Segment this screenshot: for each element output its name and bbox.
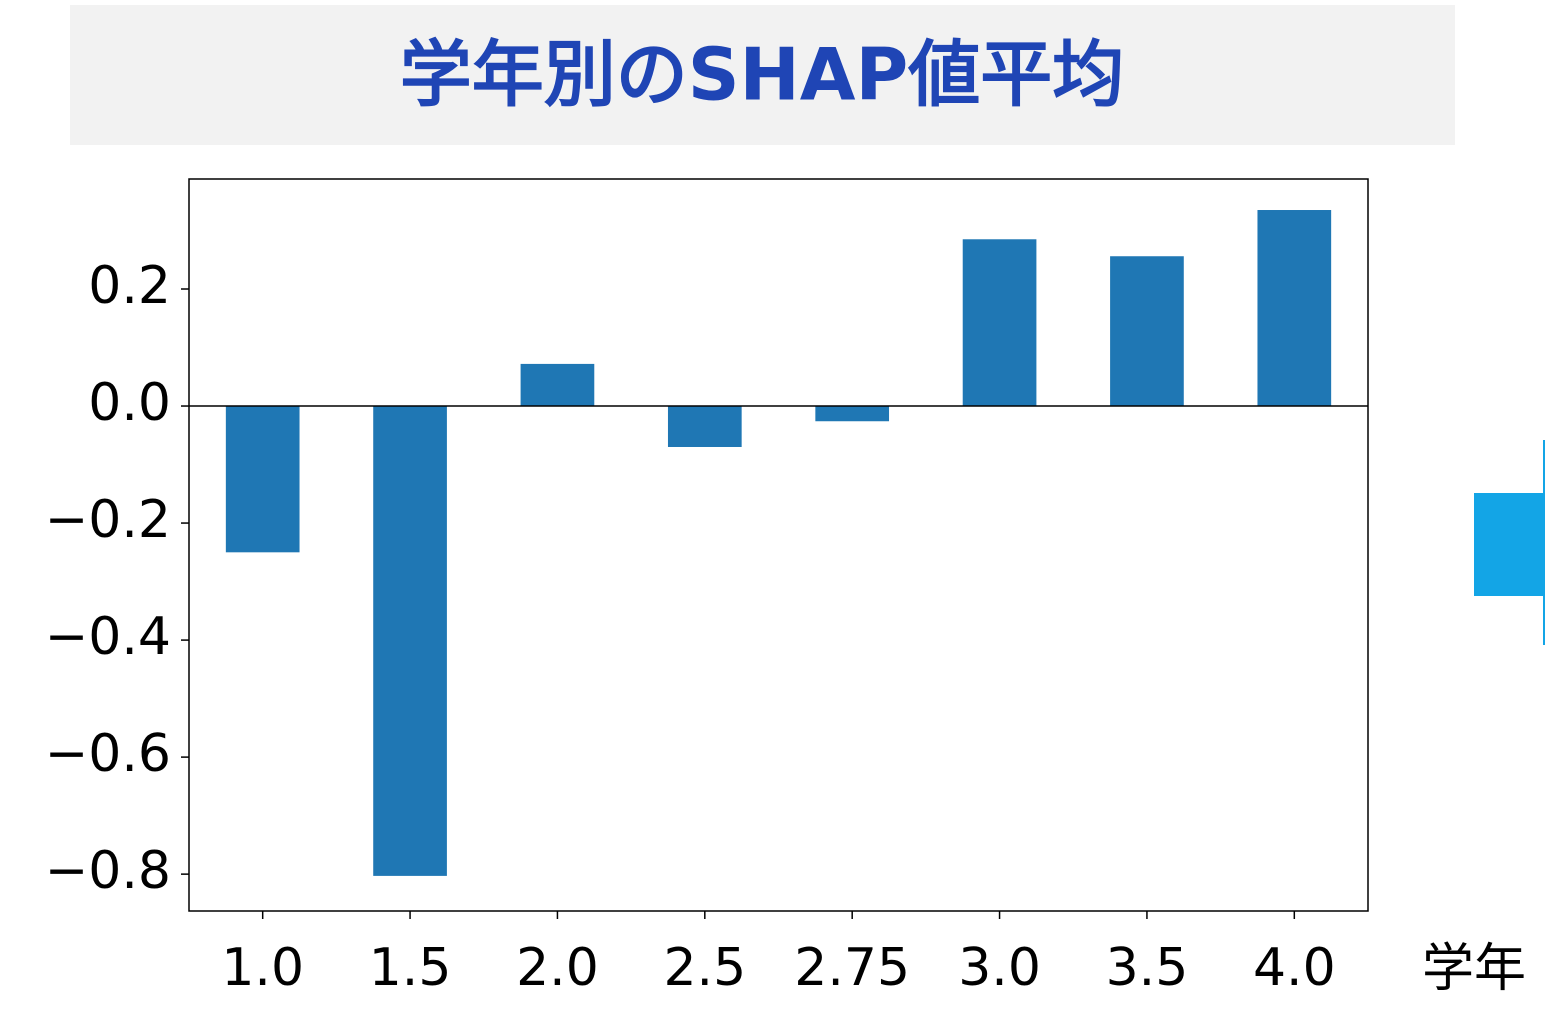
x-tick-label: 3.0 [958, 938, 1041, 998]
y-tick-label: −0.2 [45, 490, 171, 550]
x-tick-label: 4.0 [1253, 938, 1336, 998]
y-tick-label: 0.0 [88, 373, 171, 433]
plot-frame [188, 178, 1369, 912]
y-tick-label: −0.8 [45, 841, 171, 901]
bar [962, 239, 1037, 407]
x-axis-label: 学年 [1422, 939, 1526, 999]
x-tick-label: 2.0 [516, 938, 599, 998]
y-tick-label: 0.2 [88, 256, 171, 316]
bar [520, 363, 595, 407]
bar [1257, 210, 1332, 407]
chart-title: 学年別のSHAP値平均 [400, 33, 1125, 117]
x-tick-label: 1.0 [221, 938, 304, 998]
partial-shape [1474, 493, 1545, 596]
title-box [70, 5, 1455, 145]
bar [667, 406, 742, 447]
y-tick-label: −0.4 [45, 607, 171, 667]
bar [1110, 256, 1184, 407]
bar [225, 406, 300, 553]
x-tick-label: 2.5 [663, 938, 746, 998]
bar [815, 406, 890, 422]
y-tick-label: −0.6 [45, 724, 171, 784]
bar [373, 406, 447, 876]
x-tick-label: 3.5 [1106, 938, 1189, 998]
x-tick-label: 1.5 [369, 938, 452, 998]
x-tick-label: 2.75 [794, 938, 910, 998]
